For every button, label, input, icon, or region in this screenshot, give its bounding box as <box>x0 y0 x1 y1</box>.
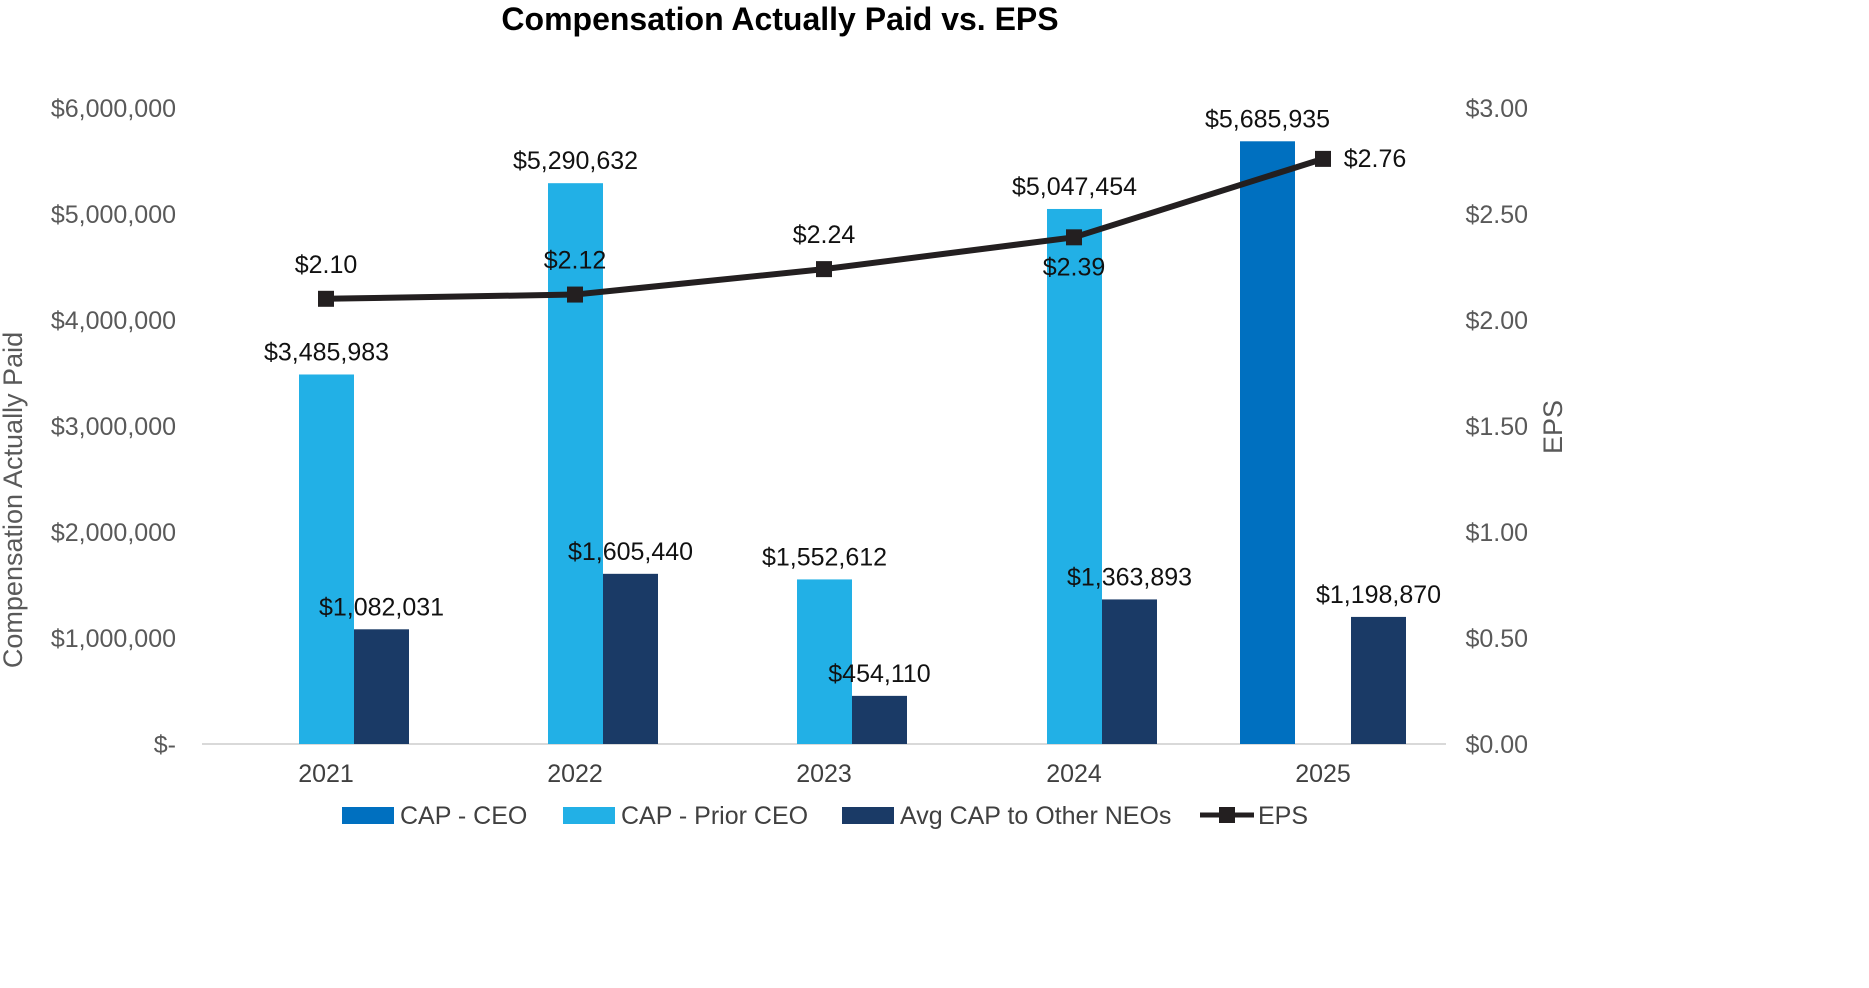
y2-tick-label: $0.50 <box>1465 625 1528 653</box>
x-tick-label: 2022 <box>547 760 603 788</box>
bar <box>548 183 603 745</box>
x-tick-label: 2021 <box>298 760 354 788</box>
eps-marker <box>816 261 832 278</box>
bar <box>1102 599 1157 744</box>
bar-data-label: $5,685,935 <box>1205 105 1330 133</box>
eps-data-label: $2.10 <box>295 251 358 279</box>
bar-data-label: $454,110 <box>828 660 930 688</box>
y-tick-label: $4,000,000 <box>51 307 176 335</box>
legend-label: CAP - Prior CEO <box>621 802 808 830</box>
bar <box>1047 208 1102 745</box>
legend: CAP - CEO CAP - Prior CEO Avg CAP to Other… <box>342 802 1308 830</box>
y2-axis-title: EPS <box>1538 400 1568 454</box>
legend-swatch <box>342 807 394 824</box>
legend-item: CAP - Prior CEO <box>563 802 808 830</box>
legend-label: CAP - CEO <box>400 802 527 830</box>
y-tick-label: $3,000,000 <box>51 413 176 441</box>
y-tick-label: $6,000,000 <box>51 95 176 123</box>
y2-tick-label: $2.00 <box>1465 307 1528 335</box>
y2-tick-label: $1.00 <box>1465 519 1528 547</box>
chart-title: Compensation Actually Paid vs. EPS <box>501 1 1058 37</box>
bar-data-label: $1,363,893 <box>1067 563 1192 591</box>
eps-marker <box>1066 229 1082 246</box>
legend-item: Avg CAP to Other NEOs <box>842 802 1171 830</box>
y-axis-title: Compensation Actually Paid <box>0 332 28 668</box>
eps-data-label: $2.76 <box>1344 145 1407 173</box>
legend-label: Avg CAP to Other NEOs <box>900 802 1171 830</box>
legend-swatch <box>842 807 894 824</box>
bar-data-label: $5,290,632 <box>513 147 638 175</box>
legend-swatch <box>563 807 615 824</box>
y2-axis-ticks: $0.00 $0.50 $1.00 $1.50 $2.00 $2.50 $3.00 <box>1465 95 1528 759</box>
bar-data-label: $1,552,612 <box>762 543 887 571</box>
legend-swatch-marker <box>1219 807 1235 823</box>
legend-item: EPS <box>1200 802 1308 830</box>
eps-data-label: $2.12 <box>544 247 607 275</box>
y-tick-label: $- <box>154 731 176 759</box>
bar <box>354 629 409 744</box>
y2-tick-label: $0.00 <box>1465 731 1528 759</box>
bar-data-label: $3,485,983 <box>264 338 389 366</box>
legend-label: EPS <box>1258 802 1308 830</box>
bar <box>852 695 907 744</box>
eps-marker <box>567 286 583 303</box>
x-tick-label: 2024 <box>1046 760 1102 788</box>
bar <box>299 374 354 744</box>
bar-data-label: $1,198,870 <box>1316 581 1441 609</box>
bar <box>603 573 658 744</box>
bars <box>299 141 1406 745</box>
eps-data-label: $2.24 <box>793 221 856 249</box>
y-tick-label: $2,000,000 <box>51 519 176 547</box>
bar-data-label: $1,082,031 <box>319 593 444 621</box>
x-axis-ticks: 2021 2022 2023 2024 2025 <box>298 760 1351 788</box>
data-labels: $5,685,935 $3,485,983 $5,290,632 $1,552,612… <box>264 105 1441 688</box>
eps-marker <box>318 290 334 307</box>
y2-tick-label: $2.50 <box>1465 201 1528 229</box>
eps-marker <box>1315 150 1331 167</box>
bar <box>797 579 852 744</box>
bar-data-label: $5,047,454 <box>1012 173 1137 201</box>
bar <box>1351 616 1406 744</box>
x-tick-label: 2023 <box>796 760 852 788</box>
y-tick-label: $1,000,000 <box>51 625 176 653</box>
y-axis-ticks: $- $1,000,000 $2,000,000 $3,000,000 $4,000,0… <box>51 95 176 759</box>
y-tick-label: $5,000,000 <box>51 201 176 229</box>
y2-tick-label: $3.00 <box>1465 95 1528 123</box>
eps-data-label: $2.39 <box>1043 253 1106 281</box>
eps-line-series <box>318 150 1331 307</box>
y2-tick-label: $1.50 <box>1465 413 1528 441</box>
bar-data-label: $1,605,440 <box>568 538 693 566</box>
x-tick-label: 2025 <box>1295 760 1351 788</box>
legend-item: CAP - CEO <box>342 802 527 830</box>
bar <box>1240 141 1295 744</box>
